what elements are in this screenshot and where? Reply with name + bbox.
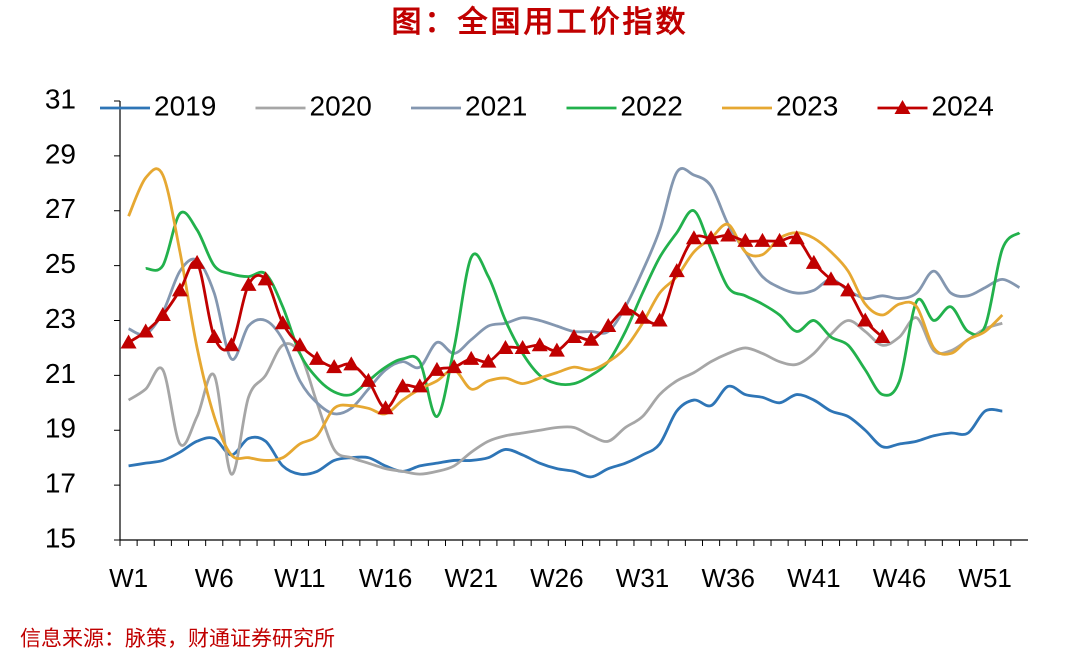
marker — [343, 356, 360, 371]
series-line — [127, 316, 1003, 476]
marker — [428, 361, 445, 376]
series-line — [127, 167, 1021, 416]
marker — [634, 309, 651, 324]
marker — [446, 359, 463, 374]
legend-marker — [894, 100, 911, 114]
marker — [754, 232, 771, 247]
marker — [326, 359, 343, 374]
marker — [497, 339, 514, 354]
marker — [548, 342, 565, 357]
y-tick-label: 31 — [45, 83, 76, 114]
marker — [223, 337, 240, 352]
marker — [240, 276, 257, 291]
marker — [257, 271, 274, 286]
marker — [566, 328, 582, 343]
marker — [771, 232, 788, 247]
marker — [480, 353, 497, 368]
marker — [822, 271, 839, 286]
y-tick-label: 25 — [45, 248, 76, 279]
marker — [154, 307, 171, 322]
marker — [651, 312, 668, 327]
x-tick-label: W41 — [787, 563, 840, 593]
legend-label: 2019 — [154, 90, 216, 121]
marker — [291, 337, 308, 352]
y-tick-label: 29 — [45, 138, 76, 169]
chart-title: 图：全国用工价指数 — [392, 5, 689, 39]
marker — [617, 301, 634, 316]
marker — [463, 350, 480, 365]
marker — [206, 328, 223, 343]
x-tick-label: W21 — [444, 563, 497, 593]
x-tick-label: W46 — [873, 563, 926, 593]
legend-label: 2022 — [621, 90, 683, 121]
marker — [189, 254, 206, 269]
y-tick-label: 27 — [45, 193, 76, 224]
marker — [171, 282, 188, 297]
source: 信息来源：脉策，财通证券研究所 — [20, 628, 335, 651]
marker — [788, 230, 805, 245]
marker — [274, 315, 291, 330]
y-tick-label: 19 — [45, 413, 76, 444]
legend-label: 2023 — [776, 90, 838, 121]
legend-label: 2021 — [465, 90, 527, 121]
marker — [874, 328, 891, 343]
y-tick-label: 17 — [45, 468, 76, 499]
marker — [514, 339, 531, 354]
marker — [685, 230, 702, 245]
marker — [703, 230, 720, 245]
marker — [120, 334, 137, 349]
marker — [377, 400, 394, 415]
y-tick-label: 23 — [45, 303, 76, 334]
x-tick-label: W16 — [359, 563, 412, 593]
marker — [668, 263, 685, 278]
x-tick-label: W1 — [109, 563, 148, 593]
legend-label: 2020 — [310, 90, 372, 121]
x-tick-label: W6 — [195, 563, 234, 593]
marker — [137, 323, 154, 338]
marker — [531, 337, 548, 352]
x-tick-label: W11 — [274, 563, 326, 593]
marker — [857, 312, 874, 327]
marker — [394, 378, 411, 393]
x-tick-label: W31 — [616, 563, 669, 593]
x-tick-label: W51 — [958, 563, 1011, 593]
marker — [360, 372, 377, 387]
series-line — [127, 167, 1004, 462]
marker — [805, 254, 822, 269]
marker — [309, 350, 326, 365]
x-tick-label: W36 — [701, 563, 754, 593]
marker — [737, 232, 754, 247]
series-line — [128, 384, 1003, 479]
marker — [720, 227, 737, 242]
marker — [840, 282, 857, 297]
marker — [600, 317, 617, 332]
legend-label: 2024 — [932, 90, 994, 121]
x-tick-label: W26 — [530, 563, 583, 593]
marker — [411, 378, 428, 393]
y-tick-label: 21 — [45, 358, 76, 389]
y-tick-label: 15 — [45, 522, 76, 553]
marker — [583, 331, 600, 346]
